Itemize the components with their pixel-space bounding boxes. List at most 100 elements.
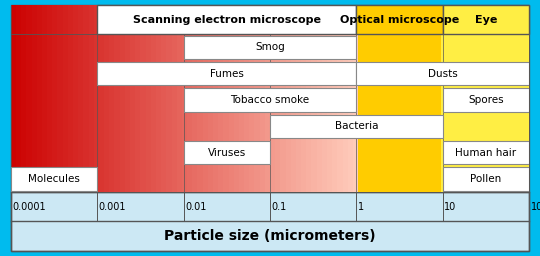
Bar [270,114,443,138]
Bar [379,5,384,192]
Bar [187,5,192,192]
Bar [462,5,467,192]
Bar [97,5,356,34]
Bar [68,5,73,192]
Bar [524,5,529,192]
Bar [280,5,286,192]
Text: Fumes: Fumes [210,69,244,79]
Bar [244,5,249,192]
Bar [224,5,228,192]
Bar [443,88,529,112]
Bar [182,5,187,192]
Bar [306,5,312,192]
Text: 0.0001: 0.0001 [12,202,46,212]
Bar [451,5,457,192]
Bar [356,62,529,85]
Text: Human hair: Human hair [455,147,517,157]
Bar [301,5,306,192]
Bar [426,5,431,192]
Bar [83,5,89,192]
Bar [457,5,462,192]
Bar [156,5,161,192]
Bar [356,5,443,34]
Bar [52,5,57,192]
Bar [109,5,114,192]
Text: Smog: Smog [255,42,285,52]
Bar [26,5,31,192]
Bar [97,62,356,85]
Bar [249,5,254,192]
Bar [73,5,78,192]
Text: 0.001: 0.001 [99,202,126,212]
Text: Eye: Eye [475,15,497,25]
Bar [342,5,348,192]
Bar [184,141,270,164]
Text: 100: 100 [531,202,540,212]
Bar [184,88,356,112]
Bar [348,5,353,192]
Bar [503,5,509,192]
Text: Optical microscope: Optical microscope [340,15,459,25]
Text: Dusts: Dusts [428,69,458,79]
Text: Tobacco smoke: Tobacco smoke [231,95,309,105]
Bar [327,5,332,192]
Bar [405,5,410,192]
Bar [130,5,135,192]
Bar [443,5,529,34]
Bar [368,5,374,192]
Bar [11,5,16,192]
Bar [443,167,529,190]
Bar [42,5,47,192]
Bar [431,5,436,192]
Bar [166,5,172,192]
Bar [338,5,342,192]
Text: Particle size (micrometers): Particle size (micrometers) [164,229,376,243]
Bar [11,192,529,251]
Bar [384,5,389,192]
Bar [57,5,63,192]
Bar [114,5,120,192]
Bar [472,5,477,192]
Bar [358,5,363,192]
Bar [394,5,400,192]
Bar [322,5,327,192]
Bar [312,5,316,192]
Text: 1: 1 [358,202,364,212]
Bar [519,5,524,192]
Bar [441,5,446,192]
Bar [63,5,68,192]
Bar [140,5,146,192]
Bar [498,5,503,192]
Bar [275,5,280,192]
Bar [172,5,177,192]
Bar [239,5,244,192]
Bar [436,5,441,192]
Bar [353,5,358,192]
Bar [265,5,270,192]
Bar [21,5,26,192]
Bar [161,5,166,192]
Bar [286,5,291,192]
Bar [446,5,451,192]
Bar [488,5,493,192]
Bar [151,5,156,192]
Bar [99,5,104,192]
Bar [389,5,394,192]
Bar [296,5,301,192]
Bar [260,5,265,192]
Bar [234,5,239,192]
Bar [332,5,338,192]
Bar [11,167,97,190]
Bar [228,5,234,192]
Bar [192,5,198,192]
Text: Pollen: Pollen [470,174,502,184]
Bar [202,5,208,192]
Bar [270,5,275,192]
Bar [16,5,21,192]
Bar [120,5,125,192]
Text: Viruses: Viruses [208,147,246,157]
Text: Scanning electron microscope: Scanning electron microscope [133,15,321,25]
Bar [467,5,472,192]
Bar [477,5,483,192]
Text: Molecules: Molecules [28,174,80,184]
